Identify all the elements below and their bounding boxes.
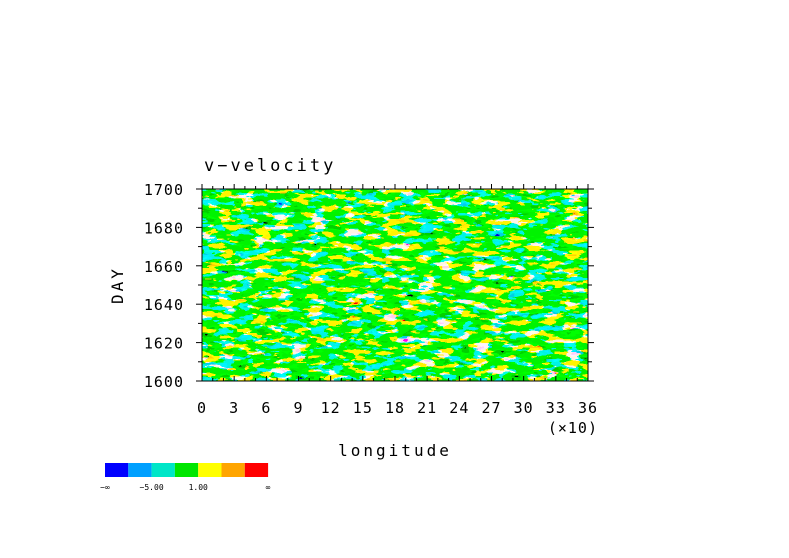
- chart-title: v−velocity: [204, 156, 336, 176]
- x-tick-label: 21: [417, 399, 437, 417]
- y-tick-label: 1660: [144, 258, 184, 276]
- y-axis-title: DAY: [108, 266, 127, 304]
- y-tick-label: 1620: [144, 335, 184, 353]
- colorbar-swatch: [128, 463, 152, 477]
- x-tick-label: 33: [546, 399, 566, 417]
- colorbar-label: 1.00: [189, 483, 208, 492]
- x-axis-title: longitude: [338, 441, 452, 460]
- x-tick-label: 24: [449, 399, 469, 417]
- colorbar: −∞ −5.00 1.00 ∞: [100, 463, 271, 492]
- colorbar-swatch: [244, 463, 269, 477]
- colorbar-swatch: [151, 463, 175, 477]
- colorbar-label: ∞: [266, 483, 271, 492]
- colorbar-swatch: [198, 463, 222, 477]
- x-tick-label: 15: [353, 399, 373, 417]
- x-tick-label: 27: [481, 399, 501, 417]
- x-scale-note: (×10): [548, 419, 598, 437]
- y-tick-label: 1640: [144, 296, 184, 314]
- x-axis: 0 3 6 9 12 15 18 21 24 27 30 33 36: [197, 184, 598, 417]
- x-tick-label: 3: [229, 399, 239, 417]
- x-tick-label: 30: [514, 399, 534, 417]
- heatmap-fill: [202, 189, 588, 381]
- y-tick-label: 1680: [144, 219, 184, 237]
- x-tick-label: 0: [197, 399, 207, 417]
- y-axis: 1600 1620 1640 1660 1680 1700: [144, 181, 594, 391]
- x-tick-label: 36: [578, 399, 598, 417]
- x-tick-label: 6: [261, 399, 271, 417]
- x-tick-label: 12: [321, 399, 341, 417]
- colorbar-swatch: [221, 463, 245, 477]
- x-tick-label: 9: [293, 399, 303, 417]
- y-tick-label: 1700: [144, 181, 184, 199]
- heatmap-field: [202, 189, 588, 381]
- colorbar-swatch: [174, 463, 199, 477]
- colorbar-label: −∞: [100, 483, 110, 492]
- y-tick-label: 1600: [144, 373, 184, 391]
- x-tick-label: 18: [385, 399, 405, 417]
- colorbar-swatch: [105, 463, 129, 477]
- colorbar-label: −5.00: [140, 483, 164, 492]
